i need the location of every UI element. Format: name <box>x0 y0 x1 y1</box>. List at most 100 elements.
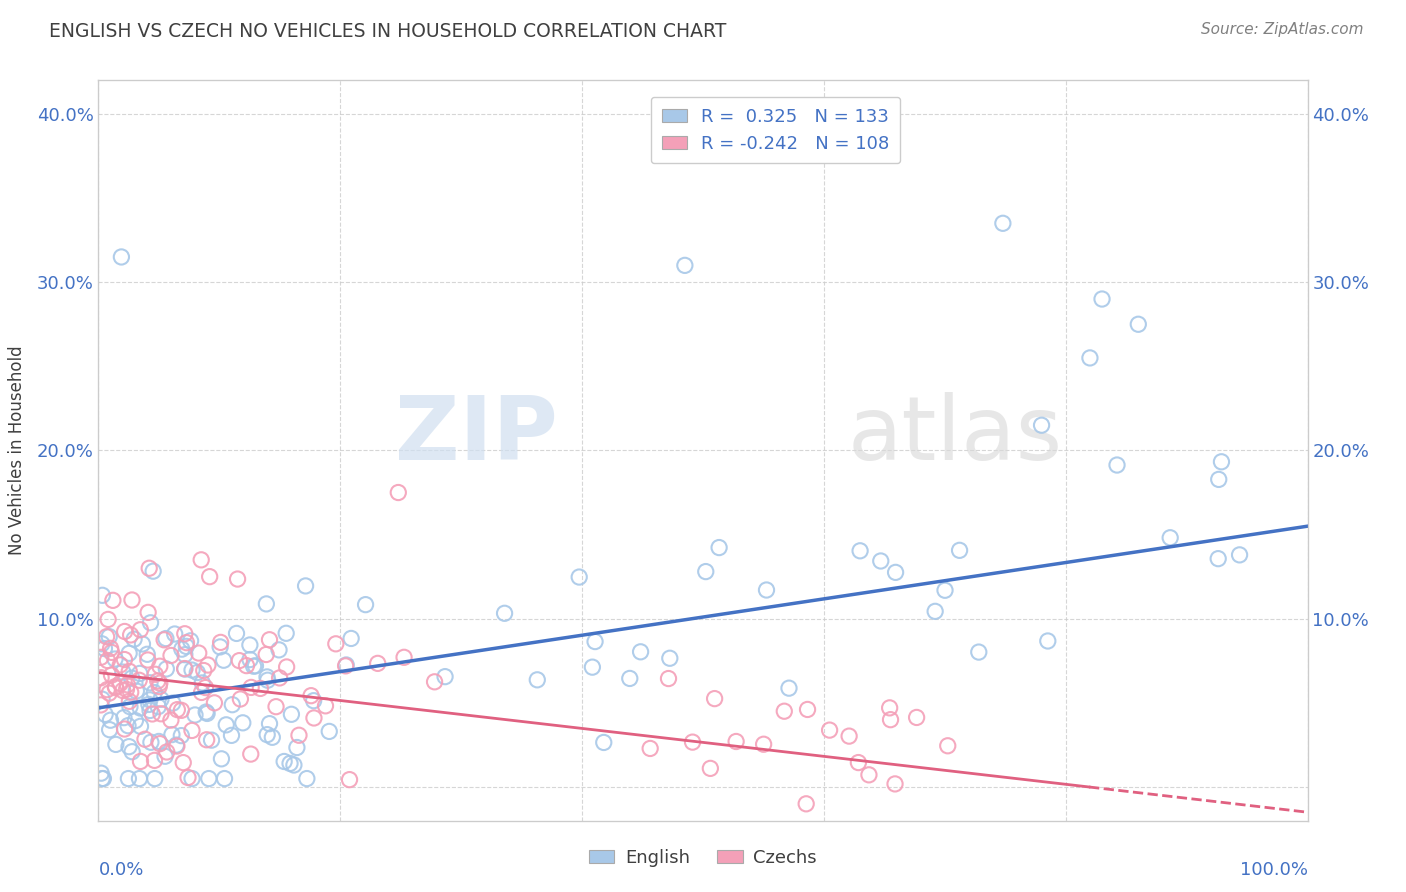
Text: ZIP: ZIP <box>395 392 558 479</box>
Point <box>278 756 301 771</box>
Point <box>214 772 236 786</box>
Point <box>195 706 218 721</box>
Point <box>153 632 176 647</box>
Point <box>335 658 357 673</box>
Point <box>259 716 281 731</box>
Text: Source: ZipAtlas.com: Source: ZipAtlas.com <box>1201 22 1364 37</box>
Point <box>181 663 204 677</box>
Point <box>153 749 176 764</box>
Point <box>160 713 183 727</box>
Point <box>96 653 118 667</box>
Point <box>120 685 142 699</box>
Point <box>111 683 134 698</box>
Point <box>1105 458 1128 472</box>
Point <box>235 658 257 673</box>
Point <box>1091 292 1114 306</box>
Point <box>148 680 170 694</box>
Point <box>1208 472 1230 486</box>
Point <box>240 681 263 695</box>
Point <box>184 708 207 723</box>
Point <box>155 662 177 676</box>
Point <box>242 659 264 673</box>
Point <box>111 665 134 679</box>
Point <box>177 771 200 785</box>
Point <box>186 665 208 680</box>
Point <box>118 646 141 660</box>
Point <box>302 711 325 725</box>
Point <box>269 671 291 685</box>
Point <box>180 633 202 648</box>
Point <box>325 637 347 651</box>
Point <box>315 698 337 713</box>
Point <box>91 772 114 786</box>
Point <box>176 640 198 654</box>
Point <box>117 719 139 733</box>
Point <box>170 703 193 717</box>
Point <box>288 728 311 742</box>
Point <box>339 772 361 787</box>
Point <box>90 650 112 665</box>
Point <box>190 685 212 699</box>
Point <box>98 630 121 644</box>
Point <box>264 699 287 714</box>
Point <box>254 648 277 662</box>
Point <box>879 701 901 715</box>
Point <box>905 710 928 724</box>
Legend: R =  0.325   N = 133, R = -0.242   N = 108: R = 0.325 N = 133, R = -0.242 N = 108 <box>651 96 900 163</box>
Point <box>100 645 122 659</box>
Point <box>100 668 122 682</box>
Point <box>91 692 114 706</box>
Point <box>212 653 235 667</box>
Point <box>118 694 141 708</box>
Point <box>619 672 641 686</box>
Point <box>294 579 316 593</box>
Point <box>302 694 325 708</box>
Point <box>118 699 141 714</box>
Point <box>755 582 778 597</box>
Point <box>221 728 243 742</box>
Point <box>193 664 215 678</box>
Point <box>1128 318 1150 332</box>
Point <box>195 732 218 747</box>
Point <box>134 732 156 747</box>
Point <box>1078 351 1101 365</box>
Point <box>259 632 281 647</box>
Point <box>778 681 800 695</box>
Point <box>181 772 204 786</box>
Point <box>295 772 318 786</box>
Point <box>141 706 163 721</box>
Point <box>121 745 143 759</box>
Point <box>256 728 278 742</box>
Point <box>146 673 169 688</box>
Point <box>387 485 409 500</box>
Point <box>658 651 681 665</box>
Point <box>211 752 233 766</box>
Point <box>136 653 159 667</box>
Point <box>139 703 162 717</box>
Point <box>818 723 841 738</box>
Point <box>276 660 298 674</box>
Point <box>160 728 183 742</box>
Point <box>592 735 614 749</box>
Point <box>162 696 184 710</box>
Point <box>93 772 115 786</box>
Point <box>165 738 187 752</box>
Point <box>1036 634 1059 648</box>
Point <box>858 768 880 782</box>
Point <box>148 734 170 748</box>
Point <box>335 657 357 672</box>
Point <box>682 735 704 749</box>
Point <box>143 772 166 786</box>
Point <box>209 635 232 649</box>
Point <box>101 593 124 607</box>
Point <box>1211 455 1233 469</box>
Point <box>166 739 188 753</box>
Point <box>90 698 112 712</box>
Point <box>752 737 775 751</box>
Point <box>229 692 252 706</box>
Point <box>115 682 138 697</box>
Point <box>936 739 959 753</box>
Point <box>262 731 284 745</box>
Point <box>129 719 152 733</box>
Point <box>924 604 946 618</box>
